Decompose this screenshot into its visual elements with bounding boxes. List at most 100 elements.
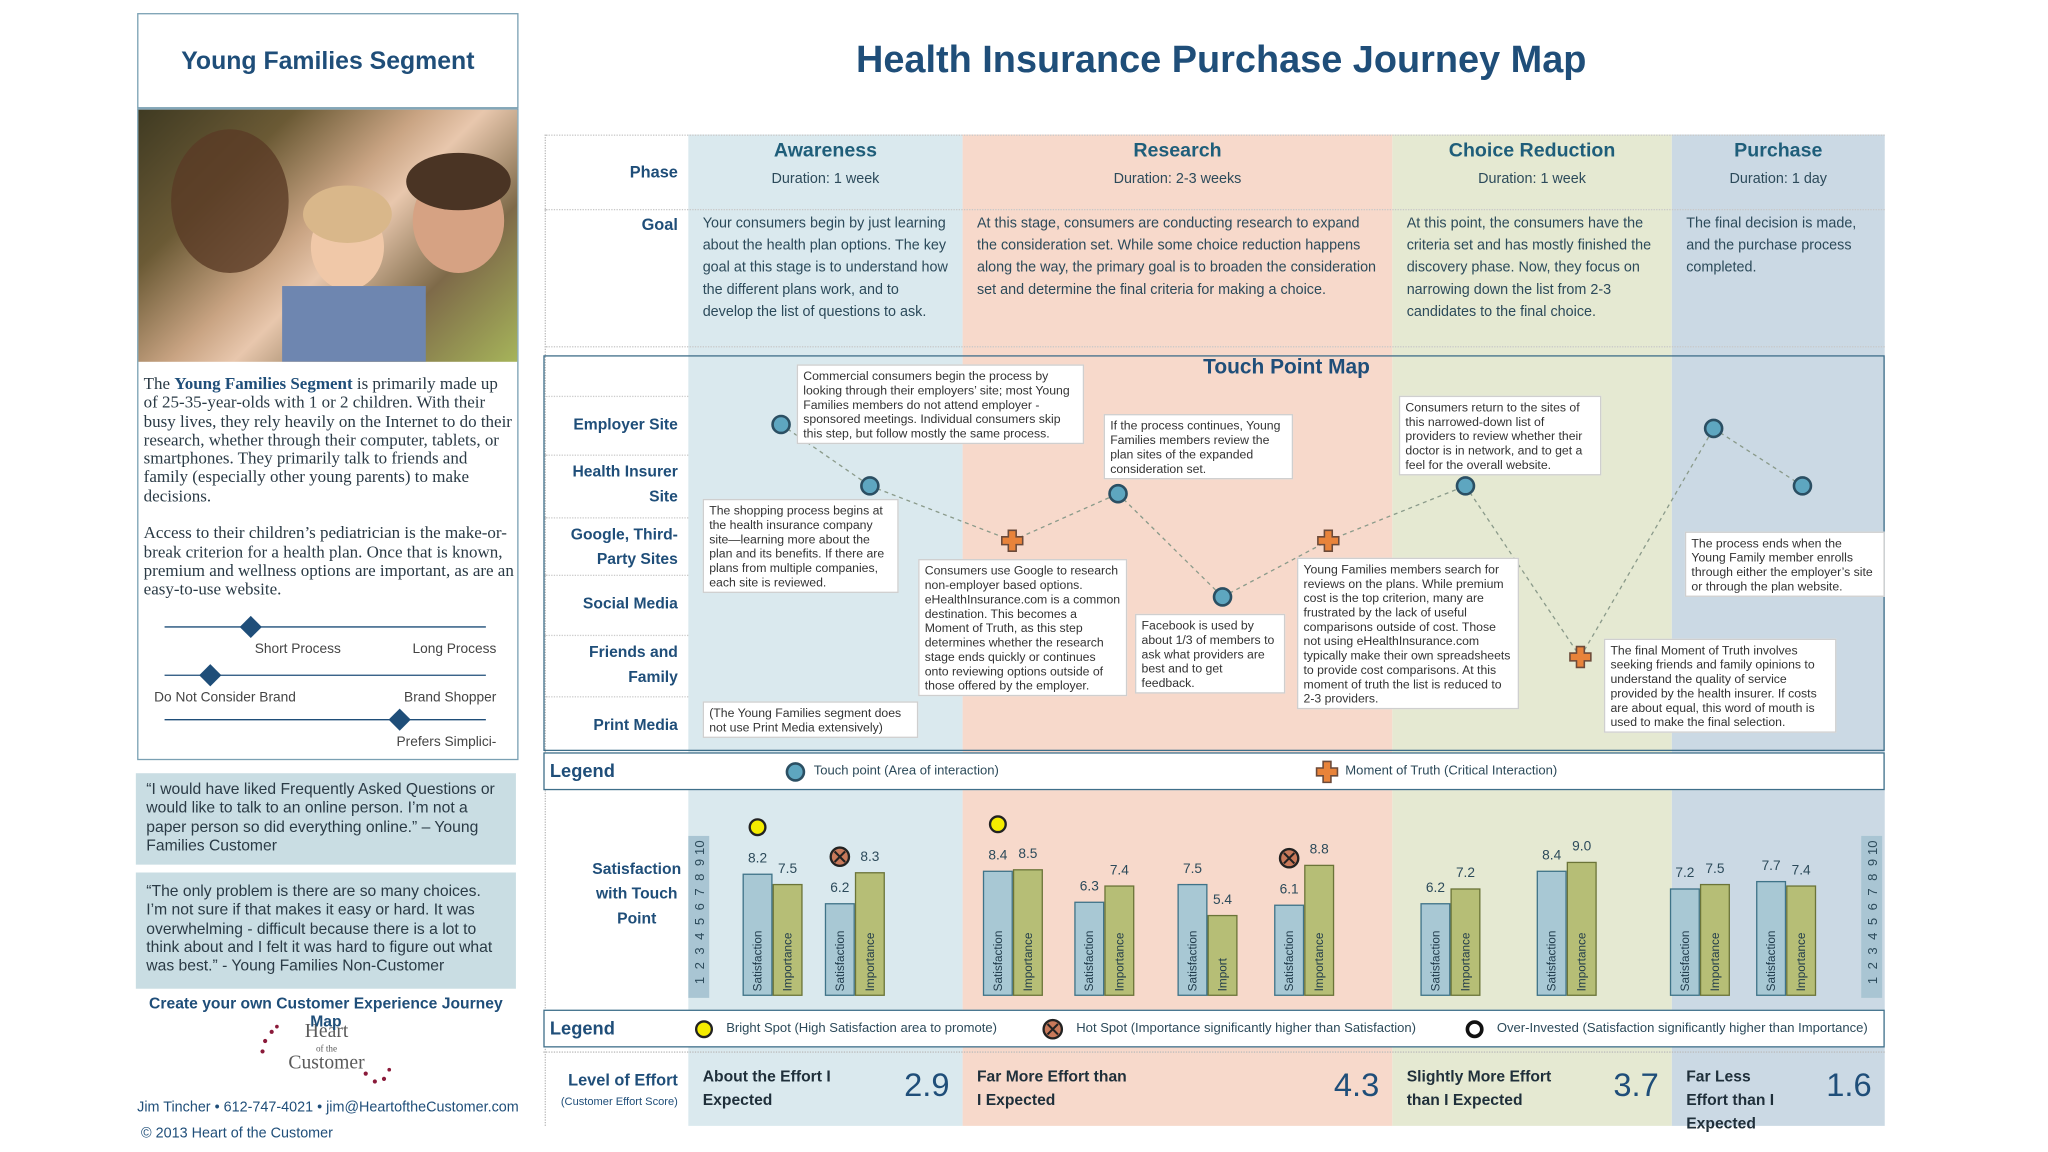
bar bbox=[1536, 870, 1567, 996]
legend-row bbox=[543, 752, 1885, 791]
phase-duration: Duration: 1 week bbox=[1478, 171, 1586, 187]
bar-label: Satisfaction bbox=[1083, 931, 1096, 992]
channel-label: Social Media bbox=[582, 594, 678, 613]
quote-box: “I would have liked Frequently Asked Que… bbox=[135, 773, 516, 865]
channel-label: Google, Third-Party Sites bbox=[570, 525, 678, 569]
scale-tick-label: 6 bbox=[692, 903, 707, 910]
phase-goal: The final decision is made, and the purc… bbox=[1686, 215, 1857, 276]
annotation: If the process continues, Young Families… bbox=[1103, 414, 1294, 480]
scale-tick-label: 3 bbox=[1865, 947, 1880, 954]
annotation: Young Families members search for review… bbox=[1296, 557, 1520, 710]
effort-text: About the Effort I Expected bbox=[702, 1067, 831, 1109]
scale-strip bbox=[688, 835, 710, 998]
annotation: (The Young Families segment does not use… bbox=[702, 701, 919, 738]
page-title: Health Insurance Purchase Journey Map bbox=[855, 39, 1587, 81]
bar bbox=[982, 870, 1013, 996]
bar bbox=[1074, 901, 1105, 996]
bar-label: Satisfaction bbox=[1546, 931, 1559, 992]
segment-title-box: Young Families Segment bbox=[137, 13, 519, 109]
row-divider bbox=[544, 208, 1885, 211]
bar bbox=[772, 883, 803, 996]
effort-sublabel: (Customer Effort Score) bbox=[560, 1094, 678, 1108]
touch-point bbox=[860, 476, 880, 496]
bar-label: Satisfaction bbox=[992, 931, 1005, 992]
bar-value-label: 8.2 bbox=[748, 850, 767, 865]
over-invested bbox=[1465, 1020, 1484, 1039]
annotation: Commercial consumers begin the process b… bbox=[796, 364, 1085, 445]
channel-label: Friends and Family bbox=[589, 642, 678, 686]
effort-score: 2.9 bbox=[904, 1067, 950, 1104]
label-column bbox=[544, 134, 689, 1126]
bar-value-label: 6.2 bbox=[830, 880, 849, 895]
effort-text: Far More Effort than I Expected bbox=[976, 1067, 1127, 1109]
journey-path bbox=[780, 423, 871, 487]
hot-spot-x bbox=[1046, 1023, 1059, 1036]
bar-label: Importance bbox=[864, 932, 877, 991]
touch-point bbox=[771, 414, 791, 435]
channel-label: Print Media bbox=[593, 715, 678, 735]
scale-tick-label: 8 bbox=[1865, 874, 1880, 881]
scale-tick-label: 10 bbox=[1865, 840, 1880, 855]
touch-point bbox=[1703, 418, 1724, 439]
bar-label: Satisfaction bbox=[834, 931, 847, 992]
slider-right-label: Long Process bbox=[412, 641, 497, 657]
legend-title: Legend bbox=[549, 760, 615, 782]
legend-label: Bright Spot (High Satisfaction area to p… bbox=[726, 1021, 997, 1036]
bar-value-label: 7.4 bbox=[1110, 862, 1129, 877]
bar-value-label: 7.5 bbox=[1183, 861, 1202, 876]
bar-label: Satisfaction bbox=[1429, 931, 1442, 992]
phase-duration: Duration: 1 week bbox=[771, 171, 880, 187]
bar-value-label: 5.4 bbox=[1213, 892, 1232, 907]
bar-label: Importance bbox=[1576, 932, 1589, 991]
bar-value-label: 6.3 bbox=[1080, 879, 1099, 894]
channel-separator bbox=[544, 454, 689, 456]
slider-left-label: Do Not Consider Brand bbox=[154, 689, 296, 706]
scale-strip bbox=[1861, 835, 1883, 998]
phase-name: Research bbox=[1133, 139, 1222, 162]
cta[interactable]: Create your own Customer Experience Jour… bbox=[149, 993, 503, 1031]
scale-tick-label: 8 bbox=[692, 874, 707, 881]
bar bbox=[1012, 869, 1043, 996]
journey-path bbox=[1579, 428, 1715, 658]
journey-path bbox=[1117, 493, 1223, 598]
bar-label: Importance bbox=[782, 932, 795, 991]
scale-tick-label: 5 bbox=[1865, 918, 1880, 925]
bar-label: Satisfaction bbox=[751, 931, 764, 992]
moment-of-truth bbox=[1001, 529, 1024, 552]
bright-spot bbox=[988, 815, 1007, 834]
bar-label: Satisfaction bbox=[1765, 931, 1778, 992]
bar bbox=[1699, 883, 1730, 996]
scale-tick-label: 2 bbox=[692, 962, 707, 969]
bar bbox=[1420, 903, 1451, 996]
legend-row bbox=[543, 1009, 1885, 1048]
bar-label: Importance bbox=[1313, 932, 1326, 991]
bar-label: Satisfaction bbox=[1283, 931, 1296, 992]
bright-spot bbox=[694, 1020, 714, 1039]
touch-point bbox=[1212, 587, 1233, 607]
bar-value-label: 7.4 bbox=[1792, 862, 1811, 877]
logo-of-the: of the bbox=[315, 1043, 338, 1055]
scale-tick-label: 9 bbox=[1865, 859, 1880, 866]
legend-label: Touch point (Area of interaction) bbox=[813, 764, 999, 779]
legend-label: Over-Invested (Satisfaction significantl… bbox=[1496, 1021, 1868, 1036]
bar bbox=[1304, 864, 1335, 996]
bar bbox=[1104, 885, 1135, 996]
scale-tick-label: 1 bbox=[692, 977, 707, 984]
bar-label: Importance bbox=[1113, 932, 1126, 991]
touch-point bbox=[1455, 476, 1476, 496]
phase-duration: Duration: 1 day bbox=[1729, 171, 1827, 187]
phase-duration: Duration: 2-3 weeks bbox=[1113, 171, 1242, 187]
segment-title: Young Families Segment bbox=[181, 48, 475, 76]
bar-value-label: 8.5 bbox=[1018, 846, 1037, 861]
bar-label: Importance bbox=[1459, 932, 1472, 991]
logo-heart: Heart bbox=[304, 1021, 349, 1043]
bar-label: Importance bbox=[1022, 932, 1035, 991]
phase-name: Purchase bbox=[1734, 139, 1823, 162]
scale-tick-label: 9 bbox=[692, 859, 707, 866]
phase-goal: Your consumers begin by just learning ab… bbox=[702, 215, 948, 320]
effort-row-box bbox=[543, 1051, 1885, 1125]
scale-tick-label: 7 bbox=[1865, 888, 1880, 895]
legend-label: Moment of Truth (Critical Interaction) bbox=[1345, 764, 1558, 779]
bar bbox=[1786, 885, 1817, 996]
journey-path bbox=[1328, 485, 1466, 542]
